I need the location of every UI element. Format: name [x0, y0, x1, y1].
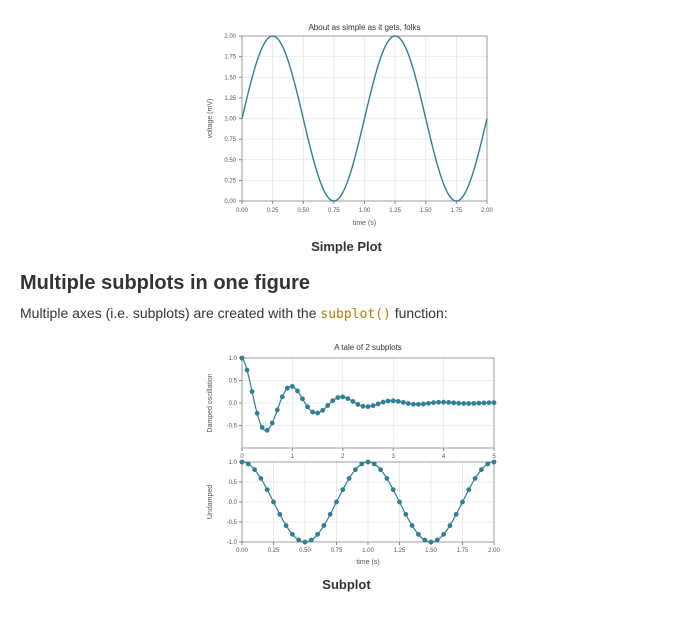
svg-text:Damped oscillation: Damped oscillation	[207, 373, 214, 432]
svg-text:-0.5: -0.5	[226, 424, 237, 430]
simple-plot-chart: 0.00 0.25 0.50 0.75 1.00 1.25 1.50 1.75 2.00 0.00…	[194, 18, 499, 233]
svg-text:0.00: 0.00	[236, 548, 248, 554]
subplot-function-code: subplot()	[320, 307, 390, 322]
svg-text:0.25: 0.25	[267, 548, 279, 554]
svg-text:Undamped: Undamped	[207, 485, 214, 519]
svg-text:time (s): time (s)	[356, 559, 379, 566]
svg-text:0.5: 0.5	[228, 480, 237, 486]
svg-text:2.00: 2.00	[224, 34, 236, 40]
svg-text:0.5: 0.5	[228, 379, 237, 385]
page: 0.000.250.500.751.001.251.501.752.000.00…	[0, 0, 693, 610]
svg-text:0.00: 0.00	[236, 208, 248, 214]
svg-text:1.25: 1.25	[389, 208, 401, 214]
svg-text:0.0: 0.0	[228, 500, 237, 506]
svg-text:1.0: 1.0	[228, 460, 237, 466]
figure-simple-plot: 0.00 0.25 0.50 0.75 1.00 1.25 1.50 1.75 2.00 0.00…	[20, 18, 673, 254]
svg-text:0.50: 0.50	[297, 208, 309, 214]
svg-text:1.50: 1.50	[224, 75, 236, 81]
svg-text:1.50: 1.50	[420, 208, 432, 214]
svg-text:-1.0: -1.0	[226, 540, 237, 546]
svg-text:2.00: 2.00	[481, 208, 493, 214]
svg-text:1.75: 1.75	[451, 208, 463, 214]
paragraph-text-post: function:	[391, 305, 448, 321]
svg-text:-0.5: -0.5	[226, 520, 237, 526]
section-heading: Multiple subplots in one figure	[20, 272, 673, 295]
svg-text:0.0: 0.0	[228, 401, 237, 407]
svg-text:2.00: 2.00	[488, 548, 500, 554]
svg-text:1.75: 1.75	[456, 548, 468, 554]
svg-text:time (s): time (s)	[353, 220, 376, 227]
svg-text:0.00: 0.00	[224, 199, 236, 205]
figure2-caption: Subplot	[322, 577, 370, 592]
svg-text:0.25: 0.25	[267, 208, 279, 214]
section-paragraph: Multiple axes (i.e. subplots) are create…	[20, 305, 673, 322]
svg-text:0.25: 0.25	[224, 178, 236, 184]
figure1-caption: Simple Plot	[311, 239, 382, 254]
subplot-chart: A tale of 2 subplots012345-0.50.00.51.0D…	[187, 336, 507, 571]
svg-text:A tale of 2 subplots: A tale of 2 subplots	[334, 343, 402, 352]
svg-text:0.75: 0.75	[224, 137, 236, 143]
svg-text:1.75: 1.75	[224, 55, 236, 61]
svg-text:0.50: 0.50	[224, 158, 236, 164]
svg-text:1.25: 1.25	[393, 548, 405, 554]
svg-text:1.50: 1.50	[425, 548, 437, 554]
paragraph-text-pre: Multiple axes (i.e. subplots) are create…	[20, 305, 320, 321]
svg-text:About as simple as it gets, fo: About as simple as it gets, folks	[308, 23, 420, 32]
svg-text:1.00: 1.00	[224, 117, 236, 123]
svg-text:1.0: 1.0	[228, 356, 237, 362]
svg-text:0.50: 0.50	[299, 548, 311, 554]
svg-text:0.75: 0.75	[328, 208, 340, 214]
svg-text:voltage (mV): voltage (mV)	[207, 99, 214, 139]
svg-text:1.00: 1.00	[362, 548, 374, 554]
svg-text:1.25: 1.25	[224, 96, 236, 102]
svg-text:1.00: 1.00	[359, 208, 371, 214]
svg-text:0.75: 0.75	[330, 548, 342, 554]
figure-subplot: A tale of 2 subplots012345-0.50.00.51.0D…	[20, 336, 673, 592]
